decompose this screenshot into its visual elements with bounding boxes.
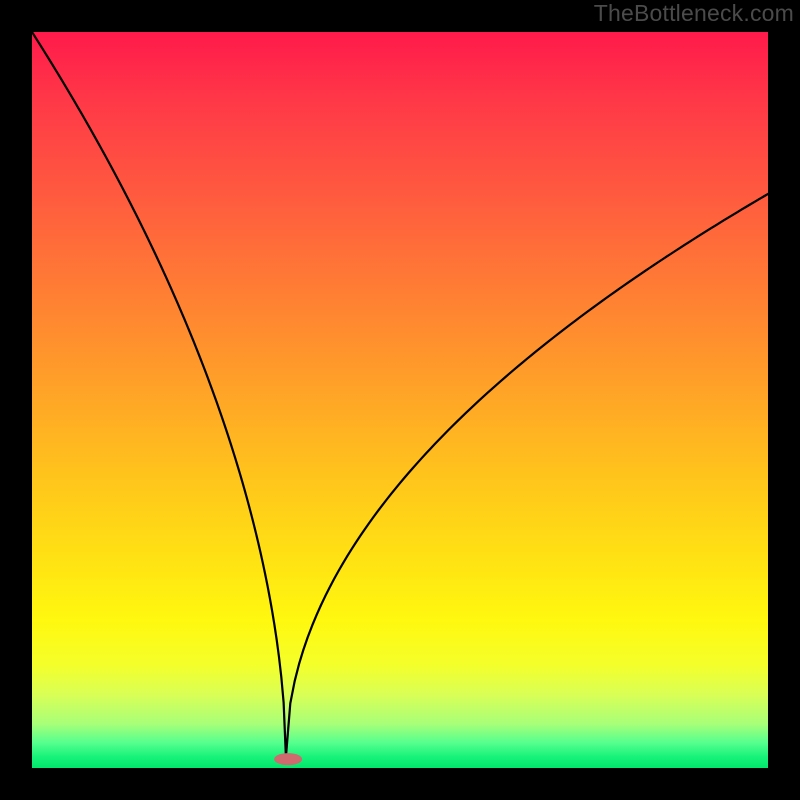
stage: TheBottleneck.com [0,0,800,800]
dip-marker [274,753,302,765]
chart-svg [0,0,800,800]
plot-background [32,32,768,768]
